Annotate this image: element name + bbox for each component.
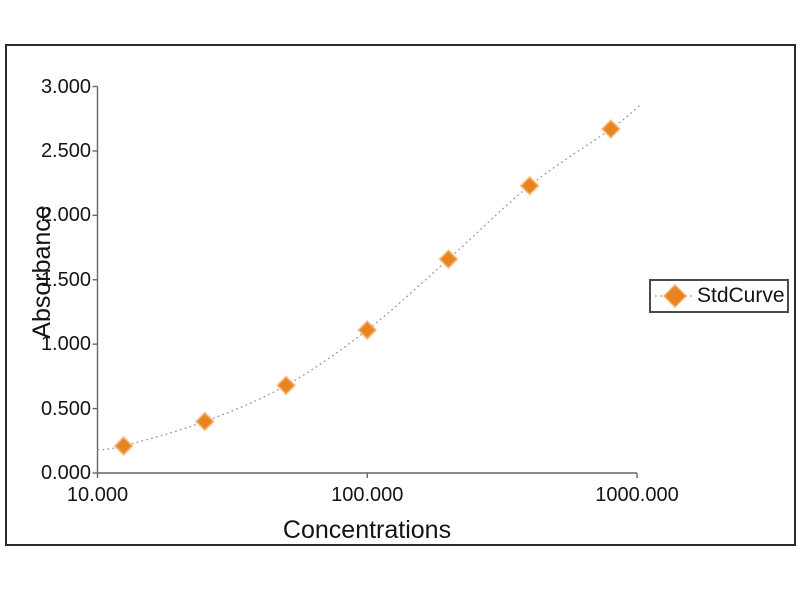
y-tick-label: 3.000 <box>40 75 91 98</box>
data-point-marker <box>275 375 297 396</box>
y-tick-label: 0.500 <box>40 397 91 420</box>
data-points <box>113 118 622 457</box>
y-tick-label: 2.500 <box>40 139 91 162</box>
data-point-marker <box>600 118 622 140</box>
fit-curve-line <box>97 105 640 451</box>
data-point-marker <box>194 411 216 432</box>
stdcurve-marker-icon <box>655 283 695 309</box>
y-tick-label: 0.000 <box>40 462 91 484</box>
x-tick-label: 10.000 <box>66 484 129 506</box>
y-tick-label: 2.000 <box>40 204 91 227</box>
data-point-marker <box>356 319 378 341</box>
data-point-marker <box>438 248 459 270</box>
y-tick-label: 1.500 <box>40 268 91 291</box>
axes <box>92 85 638 478</box>
legend: StdCurve <box>649 279 789 313</box>
x-tick-label: 1000.000 <box>595 484 679 506</box>
y-axis-label: Absorbance <box>28 205 56 339</box>
x-axis-label: Concentrations <box>282 516 452 544</box>
y-tick-label: 1.000 <box>40 333 91 356</box>
axis-lines <box>96 86 637 474</box>
data-point-marker <box>519 175 540 196</box>
data-point-marker <box>113 435 134 457</box>
x-tick-label: 100.000 <box>331 484 404 506</box>
legend-label: StdCurve <box>697 284 785 307</box>
